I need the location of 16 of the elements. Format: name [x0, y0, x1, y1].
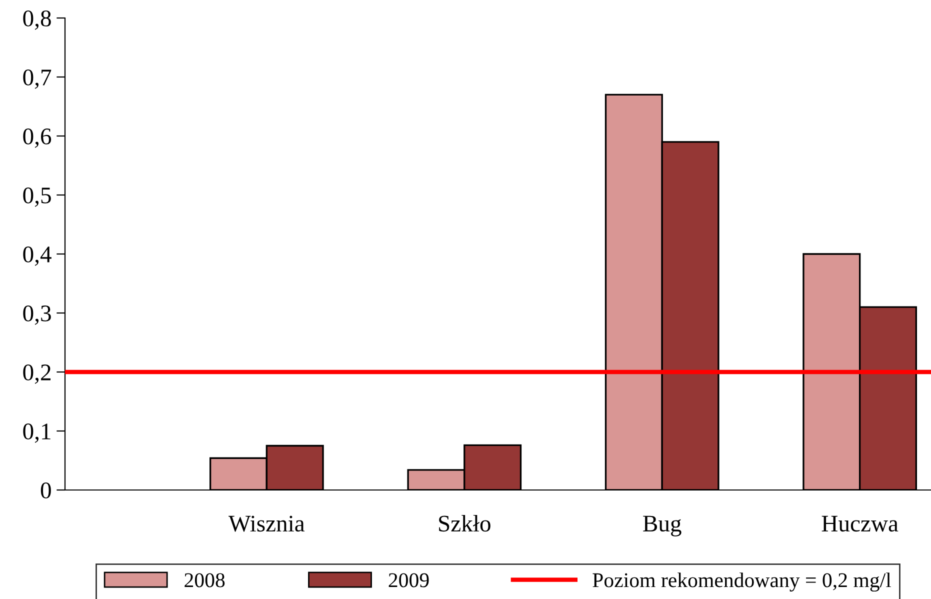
- x-tick-label: Bug: [643, 516, 682, 536]
- y-tick-label: 0,5: [23, 187, 51, 207]
- y-tick-label: 0,2: [23, 364, 51, 384]
- legend-label: 2008: [184, 573, 225, 588]
- legend-label: Poziom rekomendowany = 0,2 mg/l: [592, 572, 891, 592]
- y-tick-label: 0,6: [23, 128, 52, 148]
- x-tick-label: Wisznia: [228, 516, 305, 532]
- y-tick-label: 0,1: [23, 423, 50, 443]
- y-tick-label: 0,8: [23, 10, 51, 30]
- y-tick-label: 0: [40, 482, 51, 498]
- y-tick-label: 0,4: [23, 246, 52, 266]
- x-tick-label: Huczwa: [822, 516, 898, 532]
- y-tick-label: 0,7: [23, 69, 52, 89]
- legend-label: 2009: [388, 573, 429, 588]
- x-tick-label: Szkło: [439, 515, 490, 532]
- y-tick-label: 0,3: [23, 305, 51, 325]
